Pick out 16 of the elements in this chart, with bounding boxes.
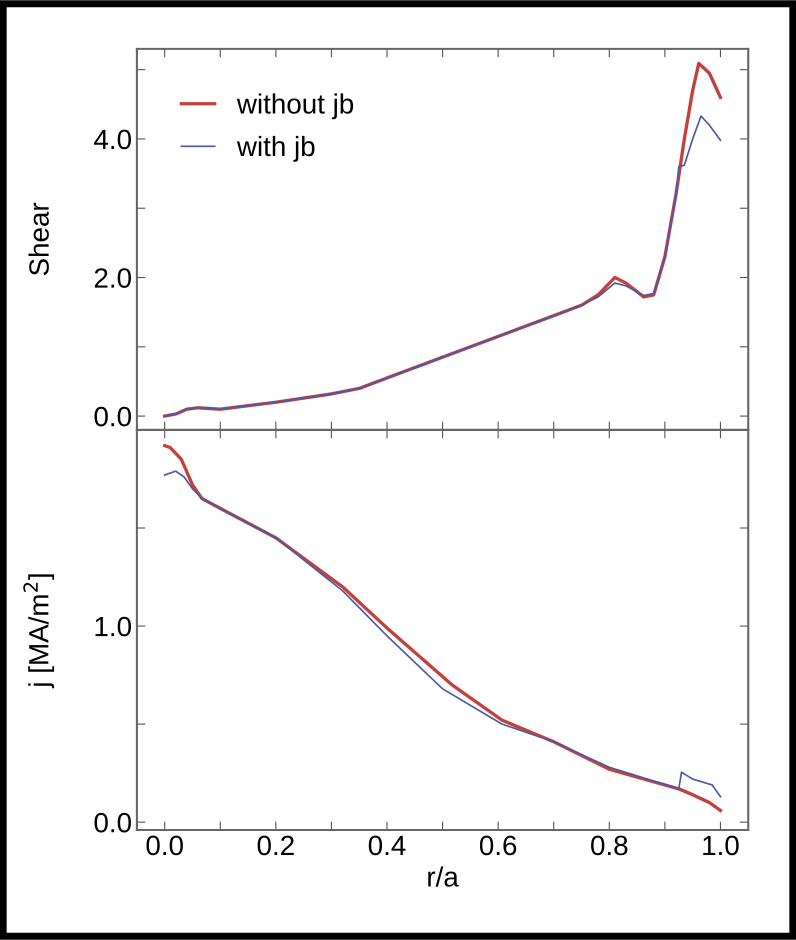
y-tick-label: 0.0: [94, 406, 131, 426]
y-tick-label: 2.0: [94, 268, 131, 288]
legend-label: without jb: [236, 93, 354, 120]
y-axis-title: j [MA/m$^{2}$]: [23, 574, 54, 688]
x-tick-label: 0.0: [146, 836, 183, 856]
y-tick-label: 4.0: [94, 130, 131, 150]
x-tick-label: 0.6: [480, 836, 516, 856]
legend-label: with jb: [236, 136, 314, 162]
x-tick-label: 1.0: [703, 836, 739, 856]
x-axis-title: r/a: [428, 866, 459, 887]
y-tick-label: 0.0: [94, 812, 131, 833]
y-axis-title: Shear: [28, 202, 49, 276]
x-tick-label: 0.2: [258, 836, 294, 856]
y-tick-label: 1.0: [96, 616, 131, 636]
x-tick-label: 0.8: [591, 836, 628, 856]
x-tick-label: 0.4: [368, 836, 406, 856]
